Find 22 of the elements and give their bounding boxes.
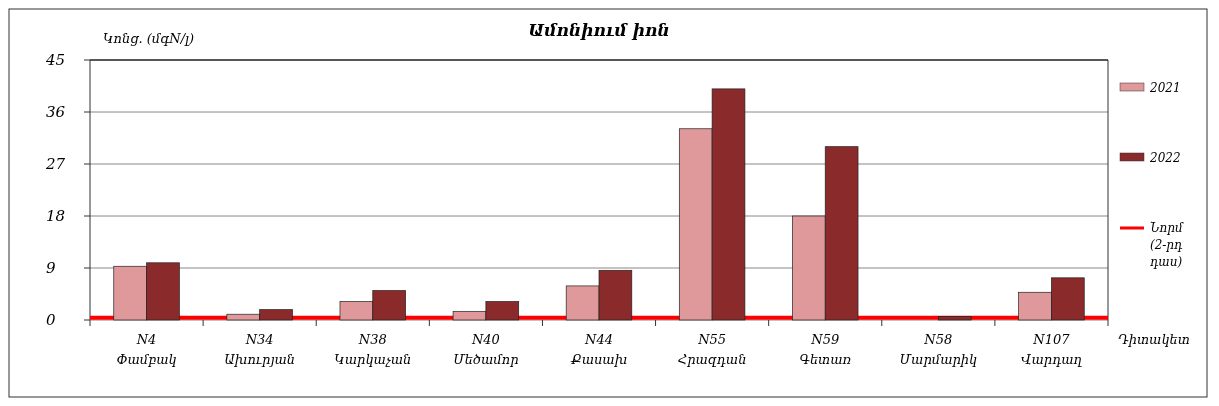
y-tick-label: 18 (46, 207, 66, 225)
x-tick-label: N107 Վարդաղ (1021, 332, 1083, 367)
legend-label: Նորմ (2-րդ դաս) (1150, 221, 1185, 269)
y-tick-label: 36 (46, 103, 66, 121)
y-tick-label: 0 (46, 311, 56, 329)
y-axis-title: Կոնց. (մգN/լ) (103, 31, 195, 46)
x-tick-label: N55 Հրազդան (677, 332, 747, 367)
y-tick-label: 45 (45, 51, 66, 69)
bar (937, 316, 972, 321)
x-tick-label: N59 Գետառ (799, 332, 852, 367)
x-tick-label: N4 Փամբակ (116, 332, 177, 367)
y-tick-label: 27 (45, 155, 66, 173)
x-tick-label: N38 Կարկաչան (334, 332, 412, 367)
x-axis-title: Դիտակետ (1118, 332, 1190, 347)
x-tick-label: N40 Մեծամոր (453, 332, 519, 367)
x-tick-label: N58 Մարմարիկ (899, 332, 978, 367)
legend-label: 2022 (1149, 151, 1181, 165)
legend-label: 2021 (1149, 81, 1181, 95)
x-tick-label: N34 Ախուրյան (224, 332, 296, 367)
y-tick-label: 9 (46, 259, 56, 277)
chart-title: Ամոնիում իոն (528, 20, 670, 40)
x-tick-label: N44 Քասախ (569, 332, 628, 367)
